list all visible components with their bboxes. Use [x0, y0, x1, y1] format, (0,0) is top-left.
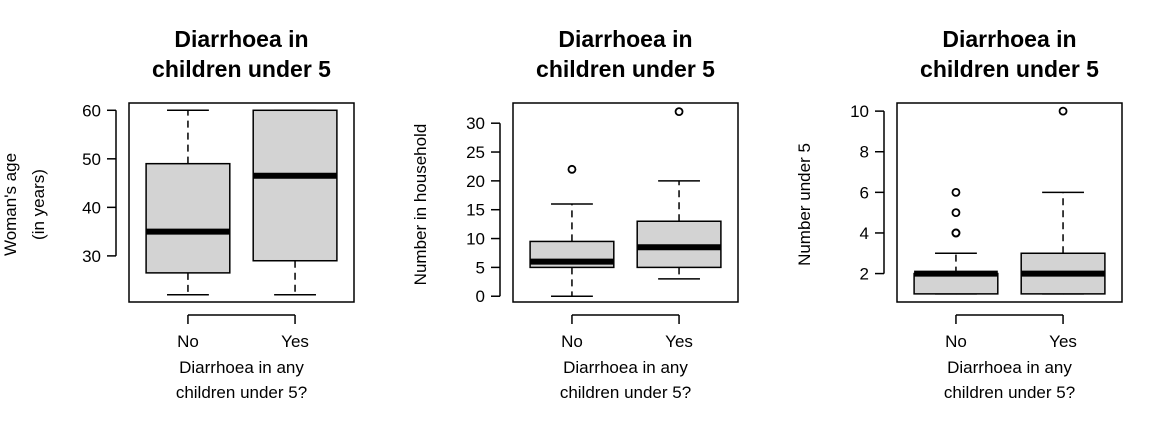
y-axis-label: Number under 5	[795, 143, 814, 266]
chart-panel-3: Diarrhoea in children under 5 2 4 6 8 10 No Yes D…	[795, 26, 1123, 402]
x-axis-label: Diarrhoea in any	[179, 358, 304, 377]
outlier-point	[951, 208, 961, 218]
x-axis-label: Diarrhoea in any	[947, 358, 1072, 377]
y-tick-label: 8	[860, 143, 869, 162]
boxplot-no	[529, 164, 615, 297]
chart-panel-1: Diarrhoea in children under 5 30 40 50 60 No Ye…	[1, 26, 355, 402]
y-tick-label: 10	[466, 230, 485, 249]
chart-title-line: Diarrhoea in	[942, 26, 1076, 52]
outlier-point	[951, 228, 961, 238]
boxplot-no	[145, 109, 231, 296]
boxplot-yes	[1020, 106, 1106, 295]
chart-title-line: children under 5	[920, 56, 1099, 82]
boxplot-yes	[636, 107, 722, 280]
y-tick-label: 50	[82, 150, 101, 169]
outlier-point	[674, 107, 684, 117]
x-tick-label: No	[945, 332, 967, 351]
y-tick-label: 15	[466, 201, 485, 220]
chart-title-line: children under 5	[536, 56, 715, 82]
y-tick-label: 40	[82, 198, 101, 217]
y-axis-label: (in years)	[29, 169, 48, 240]
outlier-point	[951, 187, 961, 197]
chart-title-line: children under 5	[152, 56, 331, 82]
y-tick-label: 30	[82, 247, 101, 266]
chart-title-line: Diarrhoea in	[558, 26, 692, 52]
boxplot-no	[913, 187, 999, 295]
y-tick-label: 5	[476, 258, 485, 277]
y-tick-label: 10	[850, 102, 869, 121]
x-tick-label: Yes	[665, 332, 693, 351]
y-tick-label: 6	[860, 183, 869, 202]
x-tick-label: Yes	[1049, 332, 1077, 351]
y-tick-label: 30	[466, 114, 485, 133]
plot-frame	[128, 102, 355, 303]
plot-frame	[512, 102, 739, 303]
box-iqr	[145, 162, 231, 274]
x-axis-label: Diarrhoea in any	[563, 358, 688, 377]
plot-frame	[896, 102, 1123, 303]
x-axis-label: children under 5?	[560, 383, 691, 402]
y-tick-label: 25	[466, 143, 485, 162]
chart-panel-2: Diarrhoea in children under 5 0 5 10 15 20 25 30…	[411, 26, 739, 402]
y-tick-label: 0	[476, 287, 485, 306]
box-iqr	[913, 272, 999, 295]
x-tick-label: Yes	[281, 332, 309, 351]
box-iqr	[252, 109, 338, 262]
outlier-point	[567, 164, 577, 174]
x-axis-label: children under 5?	[944, 383, 1075, 402]
outlier-point	[1058, 106, 1068, 116]
y-tick-label: 20	[466, 172, 485, 191]
y-axis-label: Woman's age	[1, 153, 20, 256]
x-tick-label: No	[177, 332, 199, 351]
boxplot-yes	[252, 109, 338, 296]
y-tick-label: 60	[82, 101, 101, 120]
y-tick-label: 4	[860, 224, 869, 243]
chart-title-line: Diarrhoea in	[174, 26, 308, 52]
x-axis-label: children under 5?	[176, 383, 307, 402]
y-axis-label: Number in household	[411, 124, 430, 286]
x-tick-label: No	[561, 332, 583, 351]
y-tick-label: 2	[860, 265, 869, 284]
